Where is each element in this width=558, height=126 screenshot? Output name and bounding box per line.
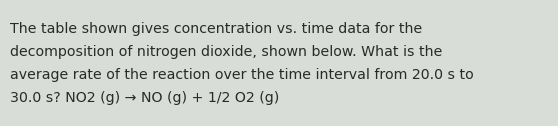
Text: The table shown gives concentration vs. time data for the: The table shown gives concentration vs. … (10, 22, 422, 36)
Text: decomposition of nitrogen dioxide, shown below. What is the: decomposition of nitrogen dioxide, shown… (10, 45, 442, 59)
Text: 30.0 s? NO2 (g) → NO (g) + 1/2 O2 (g): 30.0 s? NO2 (g) → NO (g) + 1/2 O2 (g) (10, 91, 279, 105)
Text: average rate of the reaction over the time interval from 20.0 s to: average rate of the reaction over the ti… (10, 68, 474, 82)
